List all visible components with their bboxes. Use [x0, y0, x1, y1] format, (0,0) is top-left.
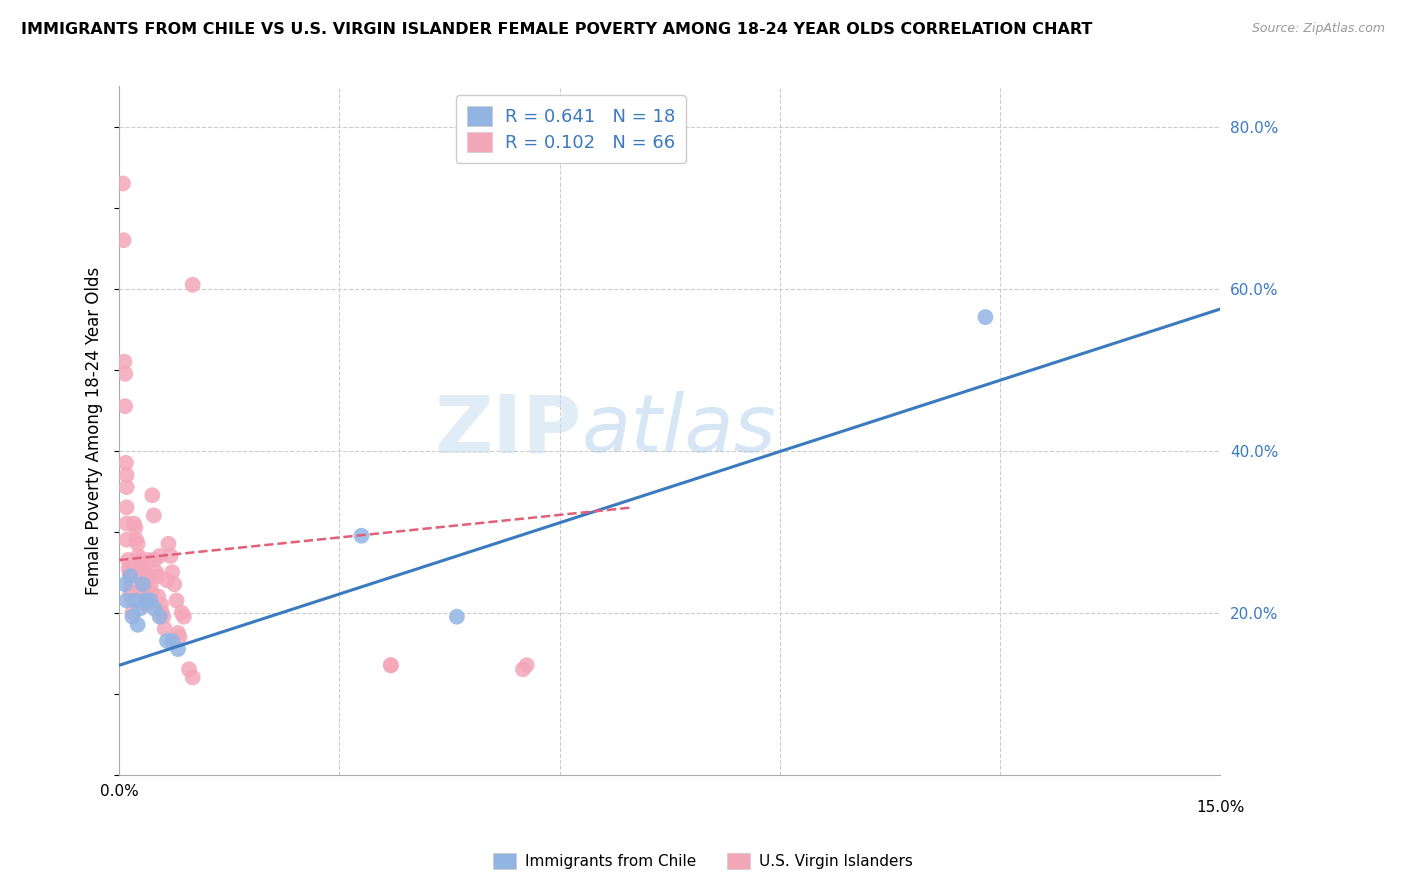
Point	[135, 590, 157, 604]
Point	[111, 177, 134, 191]
Point	[143, 553, 166, 567]
Point	[181, 277, 204, 292]
Point	[167, 625, 190, 640]
Point	[148, 590, 170, 604]
Point	[141, 585, 163, 599]
Point	[136, 598, 159, 612]
Point	[350, 529, 373, 543]
Point	[149, 549, 172, 563]
Point	[170, 606, 193, 620]
Point	[131, 569, 153, 583]
Point	[163, 577, 186, 591]
Point	[115, 468, 138, 483]
Point	[128, 601, 150, 615]
Point	[135, 573, 157, 587]
Point	[150, 598, 173, 612]
Point	[124, 520, 146, 534]
Point	[139, 577, 162, 591]
Point	[512, 662, 534, 676]
Point	[118, 565, 141, 579]
Point	[121, 593, 143, 607]
Y-axis label: Female Poverty Among 18-24 Year Olds: Female Poverty Among 18-24 Year Olds	[86, 267, 103, 595]
Point	[380, 658, 402, 673]
Point	[173, 609, 195, 624]
Text: atlas: atlas	[582, 392, 776, 469]
Point	[166, 593, 188, 607]
Text: ZIP: ZIP	[434, 392, 582, 469]
Point	[127, 537, 149, 551]
Point	[138, 553, 160, 567]
Point	[124, 593, 146, 607]
Point	[120, 569, 142, 583]
Point	[121, 606, 143, 620]
Point	[114, 367, 136, 381]
Point	[159, 549, 181, 563]
Point	[115, 480, 138, 494]
Point	[129, 561, 152, 575]
Point	[141, 488, 163, 502]
Point	[125, 533, 148, 547]
Point	[142, 508, 165, 523]
Point	[115, 516, 138, 531]
Point	[177, 662, 200, 676]
Point	[146, 569, 169, 583]
Point	[127, 549, 149, 563]
Text: Source: ZipAtlas.com: Source: ZipAtlas.com	[1251, 22, 1385, 36]
Point	[156, 634, 179, 648]
Point	[516, 658, 538, 673]
Point	[145, 565, 167, 579]
Legend: R = 0.641   N = 18, R = 0.102   N = 66: R = 0.641 N = 18, R = 0.102 N = 66	[456, 95, 686, 163]
Point	[128, 553, 150, 567]
Text: IMMIGRANTS FROM CHILE VS U.S. VIRGIN ISLANDER FEMALE POVERTY AMONG 18-24 YEAR OL: IMMIGRANTS FROM CHILE VS U.S. VIRGIN ISL…	[21, 22, 1092, 37]
Point	[169, 630, 191, 644]
Point	[114, 399, 136, 413]
Point	[160, 565, 183, 579]
Point	[132, 577, 155, 591]
Point	[115, 500, 138, 515]
Point	[115, 533, 138, 547]
Legend: Immigrants from Chile, U.S. Virgin Islanders: Immigrants from Chile, U.S. Virgin Islan…	[486, 847, 920, 875]
Point	[139, 593, 162, 607]
Point	[132, 582, 155, 596]
Point	[149, 609, 172, 624]
Point	[112, 354, 135, 368]
Point	[122, 516, 145, 531]
Point	[115, 593, 138, 607]
Point	[127, 617, 149, 632]
Point	[156, 573, 179, 587]
Point	[121, 609, 143, 624]
Point	[157, 537, 180, 551]
Point	[128, 561, 150, 575]
Point	[120, 585, 142, 599]
Point	[139, 569, 162, 583]
Point	[181, 670, 204, 684]
Point	[167, 642, 190, 657]
Point	[152, 609, 174, 624]
Text: 15.0%: 15.0%	[1197, 799, 1244, 814]
Point	[118, 561, 141, 575]
Point	[120, 577, 142, 591]
Point	[134, 565, 156, 579]
Point	[120, 569, 142, 583]
Point	[134, 593, 156, 607]
Point	[117, 553, 139, 567]
Point	[143, 601, 166, 615]
Point	[974, 310, 997, 325]
Point	[114, 577, 136, 591]
Point	[380, 658, 402, 673]
Point	[112, 233, 135, 247]
Point	[150, 606, 173, 620]
Point	[153, 622, 176, 636]
Point	[446, 609, 468, 624]
Point	[115, 456, 138, 470]
Point	[132, 585, 155, 599]
Point	[160, 634, 183, 648]
